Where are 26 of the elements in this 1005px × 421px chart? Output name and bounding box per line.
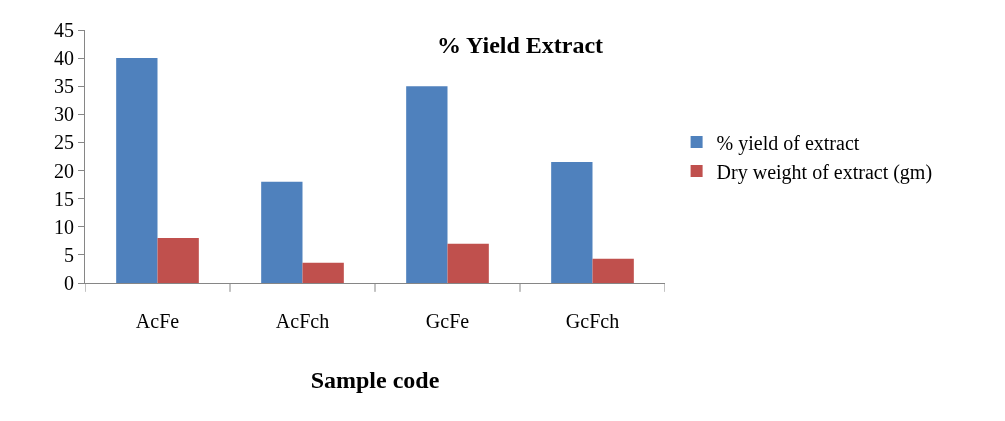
y-tick-label: 5: [64, 243, 74, 266]
x-tick-label: GcFe: [425, 310, 470, 332]
x-tick-label: AcFch: [275, 310, 330, 332]
y-tick-label: 20: [54, 159, 74, 182]
y-tick-label: 45: [54, 19, 74, 41]
y-tick-label: 15: [54, 187, 74, 210]
bar: [551, 162, 593, 283]
x-tick-label: AcFe: [135, 310, 180, 332]
bar: [157, 238, 199, 283]
y-tick-label: 35: [54, 75, 74, 98]
y-tick-label: 25: [54, 131, 74, 154]
y-tick-label: 30: [54, 103, 74, 126]
bar: [302, 262, 344, 283]
legend-label: % yield of extract: [716, 131, 860, 155]
bar: [116, 58, 158, 283]
chart-title: % Yield Extract: [436, 31, 604, 58]
x-tick-label: GcFch: [565, 310, 620, 332]
y-tick-label: 10: [54, 215, 74, 238]
bar: [447, 243, 489, 283]
bar: [261, 181, 303, 283]
bar: [406, 86, 448, 283]
x-axis-title: Sample code: [310, 367, 440, 394]
legend-label: Dry weight of extract (gm): [716, 160, 933, 184]
y-tick-label: 0: [64, 272, 74, 294]
bar: [592, 258, 634, 283]
y-tick-label: 40: [54, 47, 74, 70]
